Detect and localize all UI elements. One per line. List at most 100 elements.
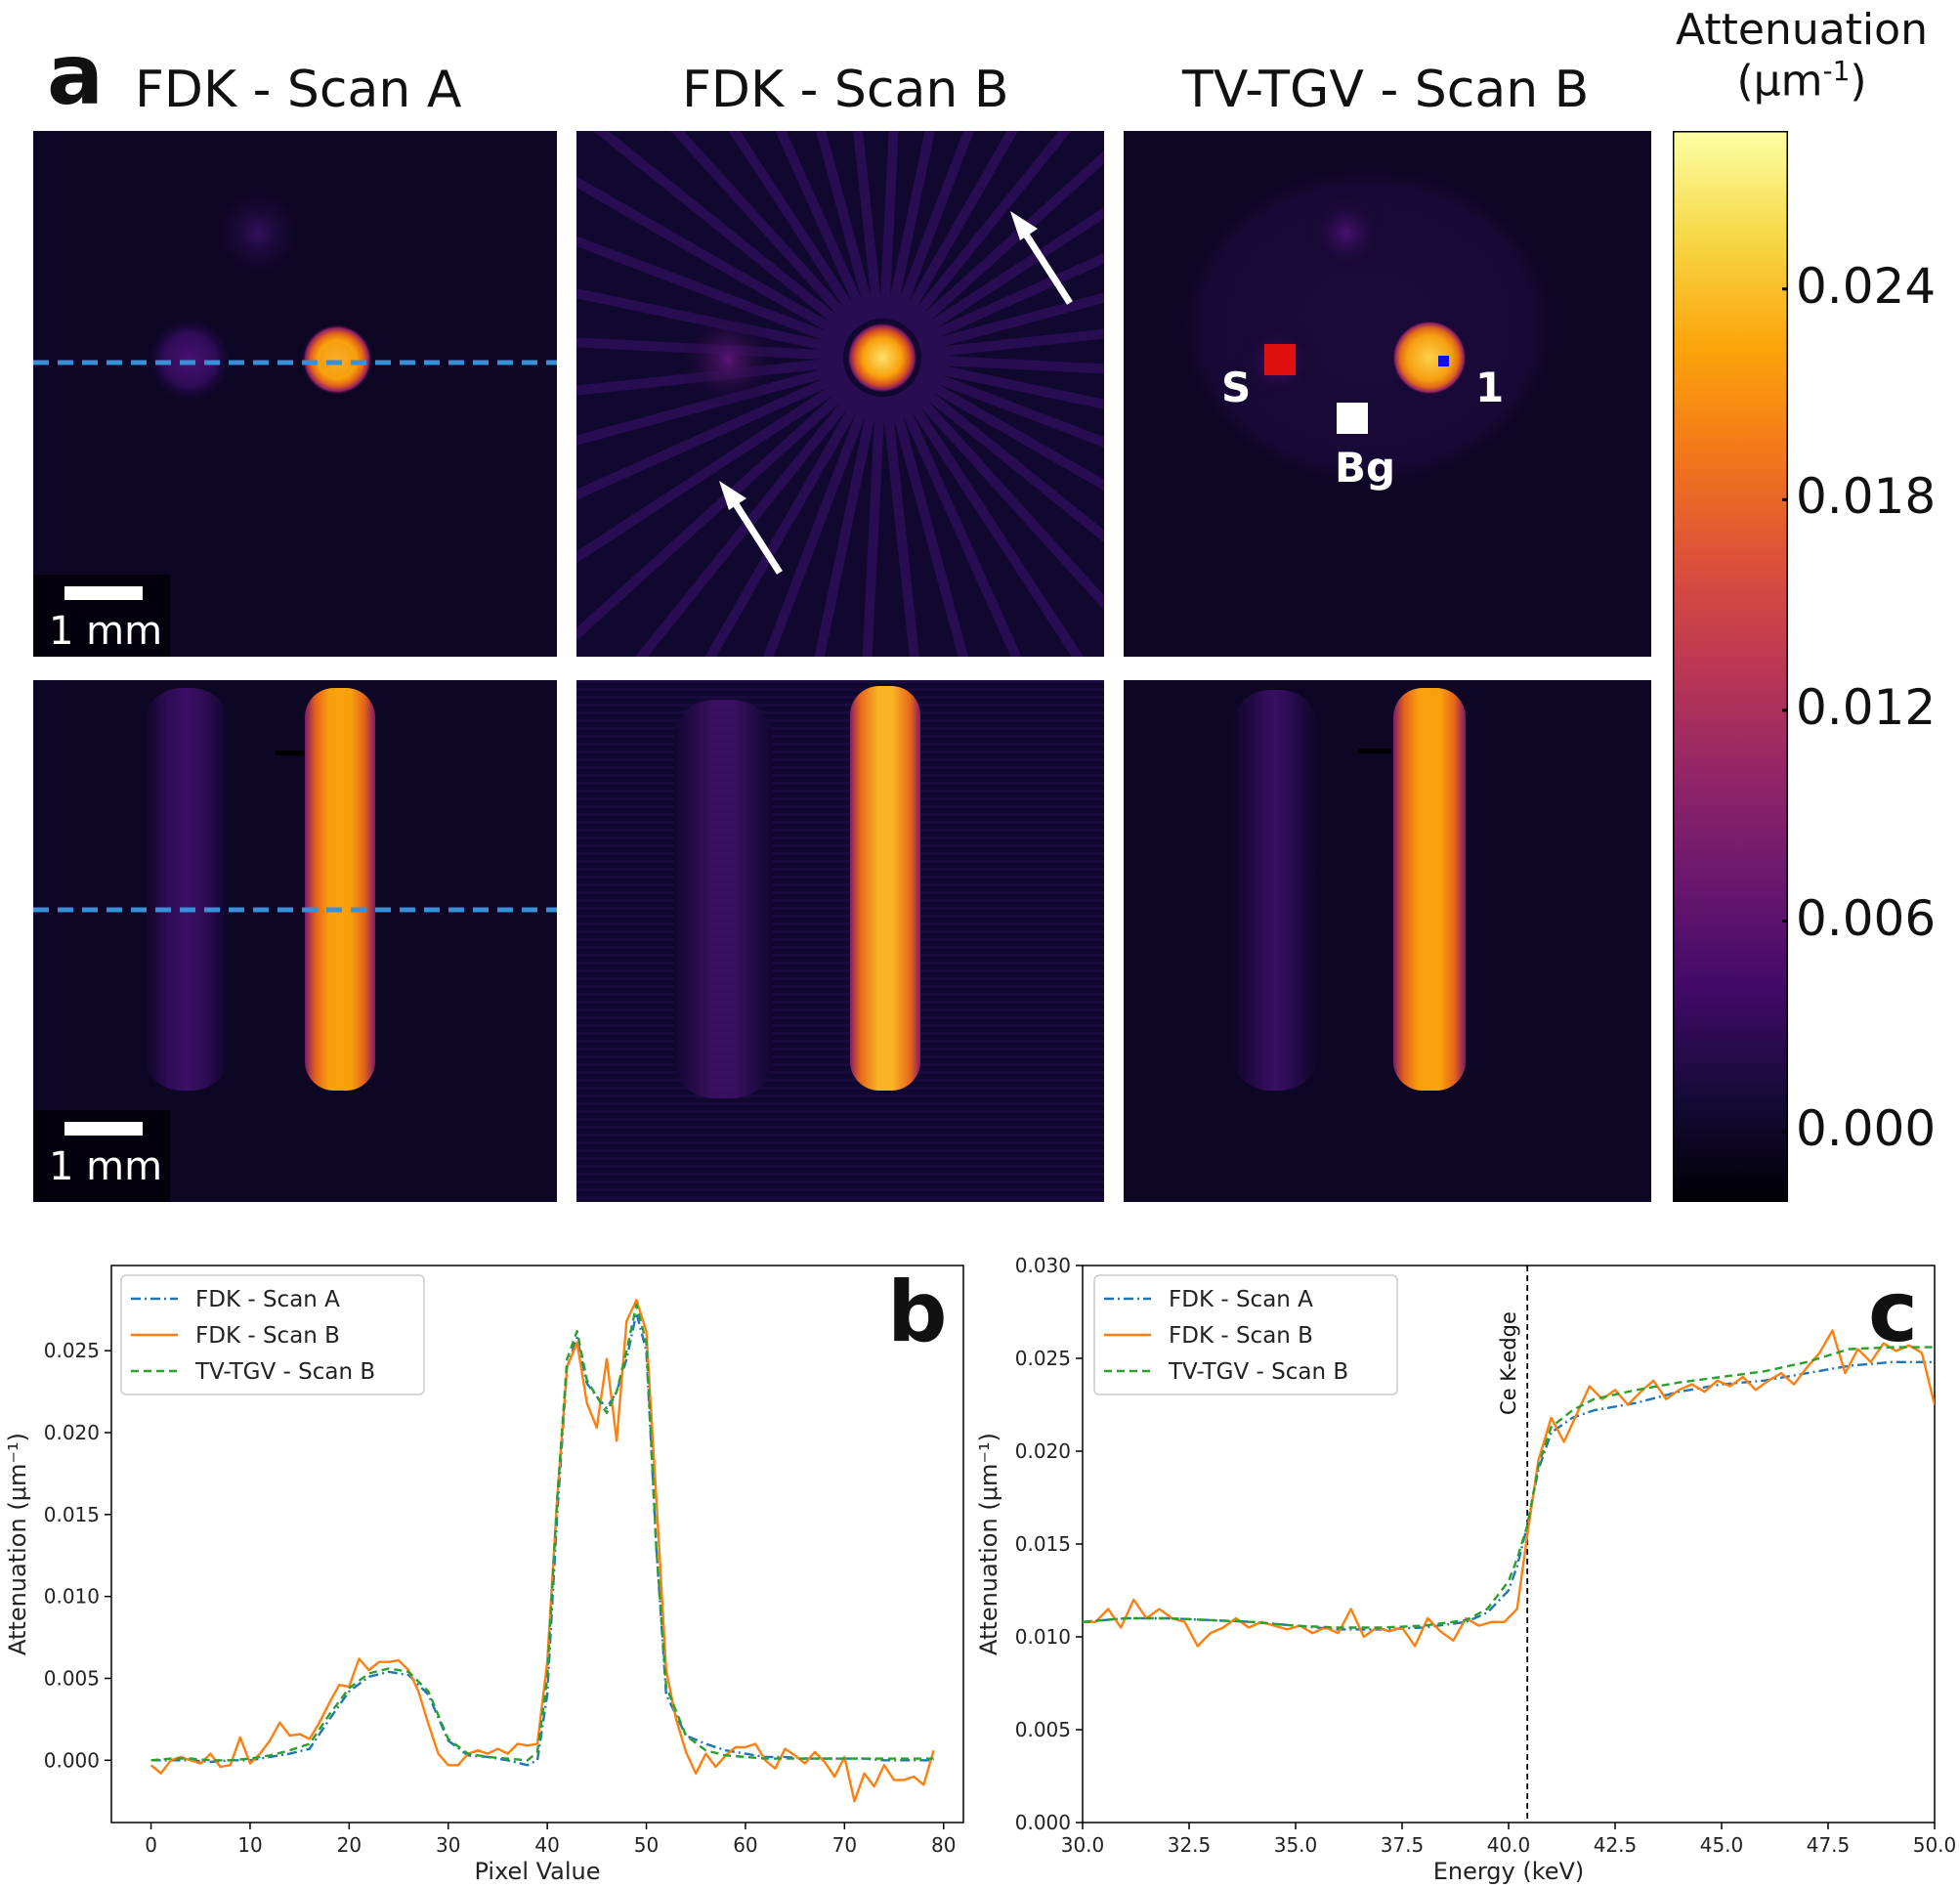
colorbar-unit-exponent: -1 — [1822, 54, 1851, 87]
legend-label: FDK - Scan B — [195, 1323, 340, 1349]
y-tick-label: 0.005 — [44, 1666, 100, 1690]
legend-label: TV-TGV - Scan B — [1168, 1359, 1348, 1385]
streak-artifact — [885, 131, 935, 321]
colorbar-tick-label: 0.012 — [1796, 678, 1937, 736]
colorbar-tick-label: 0.006 — [1796, 889, 1937, 947]
legend-label: FDK - Scan B — [1169, 1323, 1313, 1349]
y-tick-label: 0.030 — [1015, 1254, 1071, 1277]
image-tvtgv-scan-b-axial: S 1 Bg — [1124, 131, 1651, 657]
streak-artifact — [593, 131, 855, 337]
streak-artifact — [905, 383, 1104, 611]
streak-artifact — [897, 131, 1018, 326]
streak-artifact — [916, 252, 1104, 347]
streak-artifact — [887, 394, 968, 657]
streak-artifact — [704, 389, 868, 657]
x-tick-label: 10 — [237, 1833, 262, 1857]
colorbar-title: Attenuation (μm-1) — [1655, 5, 1948, 107]
series-line — [1083, 1329, 1935, 1648]
streak-artifact — [728, 131, 866, 328]
streak-artifact — [920, 355, 1104, 374]
legend-label: TV-TGV - Scan B — [194, 1359, 375, 1385]
arrow-head-bottom — [719, 481, 746, 510]
y-tick-label: 0.025 — [1015, 1347, 1071, 1370]
x-tick-label: 42.5 — [1594, 1833, 1638, 1857]
panel-a-letter: a — [47, 26, 105, 124]
x-axis-label: Pixel Value — [474, 1858, 600, 1884]
image-fdk-scan-a-sagittal: 1 mm — [33, 680, 557, 1202]
x-tick-label: 30 — [436, 1833, 460, 1857]
streak-artifact — [920, 328, 1104, 359]
panel-c-letter: c — [1868, 1264, 1918, 1361]
title-tvtgv-scan-b: TV-TGV - Scan B — [1182, 61, 1590, 119]
streak-artifact — [910, 378, 1104, 543]
legend-label: FDK - Scan A — [195, 1287, 340, 1312]
y-tick-label: 0.000 — [44, 1748, 100, 1772]
y-axis-label: Attenuation (μm⁻¹) — [4, 1433, 31, 1655]
k-edge-label: Ce K-edge — [1497, 1311, 1520, 1415]
streak-artifact — [576, 176, 851, 343]
series-line — [1083, 1346, 1935, 1629]
series-line — [150, 1303, 934, 1762]
x-tick-label: 60 — [733, 1833, 757, 1857]
roi-label-background: Bg — [1335, 444, 1396, 492]
roi-one-marker — [1438, 356, 1449, 366]
x-tick-label: 40 — [534, 1833, 559, 1857]
colorbar-tick-label: 0.000 — [1796, 1100, 1937, 1158]
y-tick-label: 0.010 — [44, 1585, 100, 1609]
y-tick-label: 0.020 — [44, 1421, 100, 1444]
scale-bar-label-sagittal: 1 mm — [49, 1144, 163, 1189]
y-tick-label: 0.025 — [44, 1339, 100, 1362]
streak-artifact — [899, 387, 1084, 657]
x-tick-label: 35.0 — [1274, 1833, 1318, 1857]
streak-artifact — [853, 131, 883, 320]
streak-artifact — [903, 131, 1072, 330]
roi-label-one: 1 — [1475, 364, 1505, 411]
arrow-head-top — [1010, 211, 1038, 240]
panel-c-chart: 30.0 32.5 35.0 37.5 40.0 42.5 45.0 47.5 50.0 0.00… — [975, 1231, 1960, 1885]
colorbar-unit: (μm — [1736, 56, 1823, 107]
legend-label: FDK - Scan A — [1169, 1287, 1313, 1312]
arrow-streak-bottom — [728, 494, 783, 575]
image-fdk-scan-a-axial: 1 mm — [33, 131, 557, 657]
x-tick-label: 30.0 — [1061, 1833, 1105, 1857]
streak-artifact — [891, 131, 974, 323]
roi-label-sample: S — [1221, 364, 1252, 411]
roi-background-marker — [1337, 403, 1368, 434]
scale-bar-sagittal: 1 mm — [33, 1110, 170, 1202]
y-tick-label: 0.010 — [1015, 1625, 1071, 1649]
legend — [1093, 1274, 1398, 1395]
legend — [120, 1274, 425, 1395]
streak-artifact — [814, 395, 879, 657]
x-tick-label: 70 — [832, 1833, 857, 1857]
streak-artifact — [908, 150, 1104, 335]
x-tick-label: 47.5 — [1807, 1833, 1851, 1857]
streak-artifact — [916, 366, 1104, 448]
y-tick-label: 0.005 — [1015, 1718, 1071, 1741]
scale-bar-label: 1 mm — [49, 609, 163, 654]
y-axis-label: Attenuation (μm⁻¹) — [977, 1433, 1002, 1655]
streak-artifact — [914, 372, 1104, 492]
streak-artifact — [862, 396, 885, 657]
arrow-streak-top — [1018, 225, 1073, 305]
series-line — [150, 1311, 934, 1767]
x-axis-label: Energy (keV) — [1433, 1858, 1585, 1884]
colorbar — [1671, 129, 1790, 1204]
panel-b-letter: b — [887, 1264, 948, 1361]
streak-artifact — [670, 131, 860, 332]
y-tick-label: 0.000 — [1015, 1811, 1071, 1834]
streak-artifact — [775, 131, 872, 324]
image-fdk-scan-b-sagittal — [576, 680, 1104, 1202]
roi-sample-marker — [1264, 344, 1296, 375]
streak-artifact — [879, 131, 899, 320]
image-fdk-scan-b-axial — [576, 131, 1104, 657]
x-tick-label: 37.5 — [1381, 1833, 1425, 1857]
series-line — [149, 1298, 935, 1803]
colorbar-tick-label: 0.018 — [1796, 468, 1937, 526]
streak-artifact — [576, 368, 849, 500]
x-tick-label: 45.0 — [1700, 1833, 1744, 1857]
streak-artifact — [576, 374, 853, 564]
y-tick-label: 0.015 — [1015, 1532, 1071, 1556]
x-tick-label: 50 — [634, 1833, 659, 1857]
streak-artifact — [576, 236, 848, 349]
streak-artifact — [912, 206, 1104, 341]
